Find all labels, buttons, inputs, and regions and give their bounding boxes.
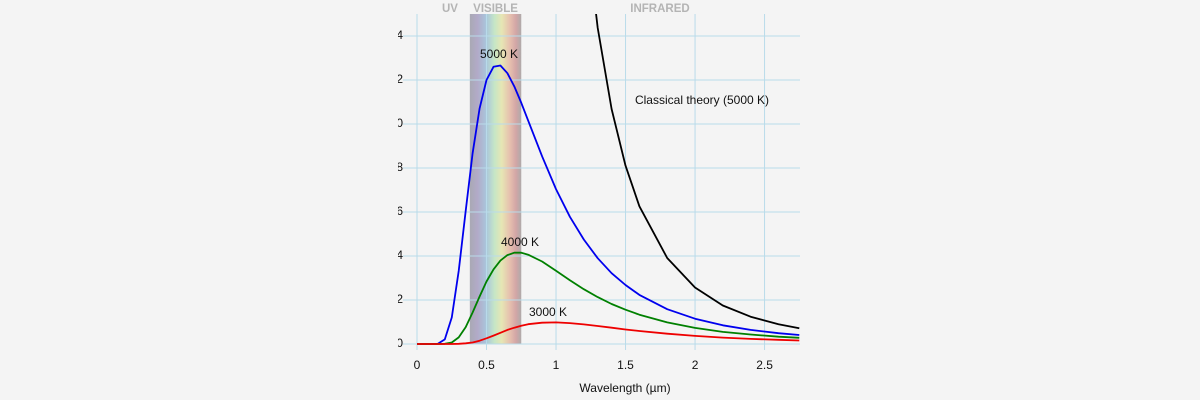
y-tick-label: 4 — [396, 248, 403, 262]
x-tick-label: 2.5 — [756, 358, 773, 372]
series-line — [595, 14, 800, 330]
series-label: Classical theory (5000 K) — [635, 93, 769, 107]
y-tick-label: 0 — [396, 336, 403, 350]
region-label: VISIBLE — [473, 3, 518, 15]
series-line — [417, 251, 800, 345]
x-tick-label: 0 — [414, 358, 421, 372]
x-tick-label: 1.5 — [617, 358, 634, 372]
region-label: INFRARED — [630, 3, 689, 15]
x-tick-label: 0.5 — [478, 358, 495, 372]
y-tick-label: 6 — [396, 204, 403, 218]
x-tick-label: 2 — [692, 358, 699, 372]
y-tick-label: 8 — [396, 160, 403, 174]
x-axis-label: Wavelength (µm) — [579, 381, 670, 395]
series-line — [417, 64, 800, 345]
visible-band — [469, 14, 522, 344]
y-tick-label: 14 — [390, 28, 404, 42]
lines — [417, 14, 800, 345]
y-tick-label: 2 — [396, 292, 403, 306]
y-tick-label: 10 — [390, 116, 404, 130]
series-label: 3000 K — [529, 305, 567, 319]
region-label: UV — [442, 3, 458, 15]
y-tick-labels: 0 2 4 6 8 10 12 14 — [390, 28, 404, 350]
series-line — [417, 321, 800, 345]
y-tick-label: 12 — [390, 72, 404, 86]
series-label: 4000 K — [501, 235, 539, 249]
x-tick-label: 1 — [553, 358, 560, 372]
series-label: 5000 K — [480, 47, 518, 61]
